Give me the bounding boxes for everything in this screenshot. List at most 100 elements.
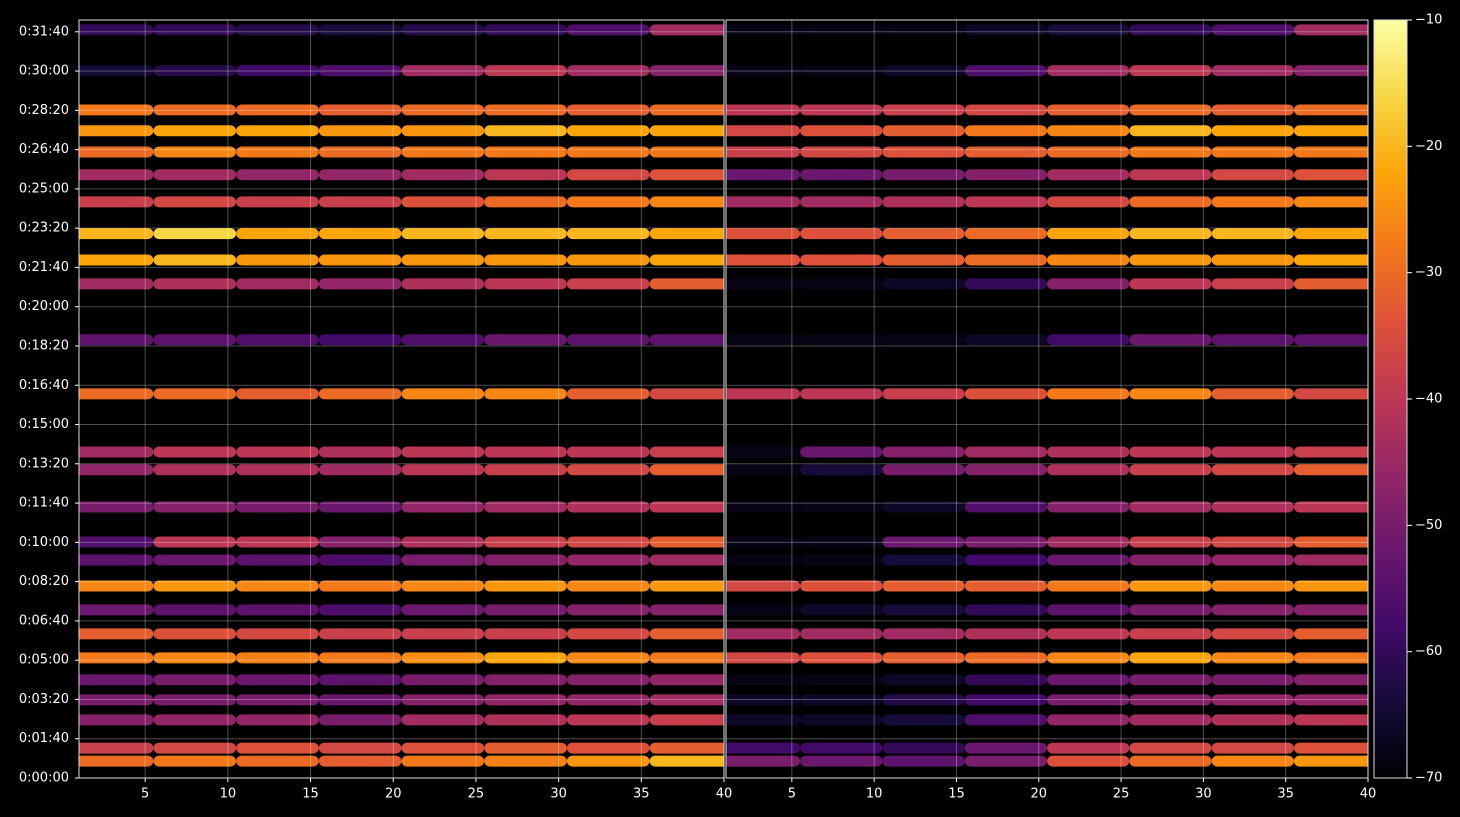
heatmap-cell — [1293, 580, 1368, 592]
heatmap-cell — [1047, 446, 1130, 458]
heatmap-cell — [318, 580, 402, 592]
heatmap-cell — [318, 536, 402, 548]
heatmap-cell — [1293, 714, 1368, 726]
heatmap-cell — [1293, 388, 1368, 400]
heatmap-cell — [401, 196, 485, 208]
heatmap-cell — [1047, 674, 1130, 686]
heatmap-cell — [1211, 604, 1294, 616]
heatmap-cell — [236, 228, 319, 240]
heatmap-cell — [401, 694, 485, 706]
heatmap-cell — [401, 604, 485, 616]
heatmap-cell — [153, 169, 237, 181]
heatmap-cell — [1293, 169, 1368, 181]
heatmap-cell — [1211, 554, 1294, 566]
heatmap-cell — [236, 652, 319, 664]
heatmap-cell — [1047, 388, 1130, 400]
heatmap-cell — [726, 674, 801, 686]
heatmap-cell — [800, 464, 883, 476]
heatmap-cell — [318, 334, 402, 346]
heatmap-cell — [1047, 228, 1130, 240]
heatmap-cell — [153, 714, 237, 726]
heatmap-cell — [1293, 334, 1368, 346]
heatmap-cell — [1047, 554, 1130, 566]
heatmap-cell — [566, 388, 650, 400]
heatmap-cell — [1047, 714, 1130, 726]
heatmap-cell — [1129, 278, 1212, 290]
colorbar-tick-label: −70 — [1415, 771, 1442, 786]
heatmap-cell — [566, 628, 650, 640]
heatmap-cell — [1293, 742, 1368, 754]
heatmap-cell — [800, 334, 883, 346]
heatmap-cell — [318, 674, 402, 686]
heatmap-cell — [566, 278, 650, 290]
heatmap-cell — [964, 604, 1047, 616]
heatmap-cell — [649, 536, 724, 548]
heatmap-cell — [1211, 501, 1294, 513]
heatmap-cell — [318, 125, 402, 137]
heatmap-cell — [1211, 714, 1294, 726]
heatmap-cell — [79, 146, 154, 158]
colorbar — [1373, 19, 1408, 779]
heatmap-cell — [236, 501, 319, 513]
heatmap-cell — [964, 580, 1047, 592]
y-tick-label: 0:28:20 — [19, 103, 69, 118]
heatmap-cell — [649, 65, 724, 77]
heatmap-cell — [800, 580, 883, 592]
heatmap-cell — [1129, 554, 1212, 566]
heatmap-cell — [1211, 674, 1294, 686]
heatmap-cell — [1129, 125, 1212, 137]
heatmap-cell — [882, 228, 965, 240]
x-tick-label: 30 — [1195, 787, 1212, 802]
heatmap-cell — [726, 65, 801, 77]
heatmap-cell — [1129, 501, 1212, 513]
heatmap-cell — [484, 446, 567, 458]
y-tick-label: 0:11:40 — [19, 496, 69, 511]
heatmap-cell — [401, 536, 485, 548]
heatmap-cell — [236, 580, 319, 592]
heatmap-cell — [566, 694, 650, 706]
heatmap-cell — [318, 146, 402, 158]
heatmap-cell — [79, 755, 154, 767]
heatmap-cell — [153, 278, 237, 290]
heatmap-cell — [153, 388, 237, 400]
heatmap-cell — [882, 334, 965, 346]
heatmap-cell — [1293, 554, 1368, 566]
heatmap-cell — [649, 674, 724, 686]
heatmap-cell — [800, 196, 883, 208]
heatmap-cell — [1293, 628, 1368, 640]
heatmap-cell — [318, 742, 402, 754]
heatmap-cell — [726, 278, 801, 290]
heatmap-cell — [1129, 24, 1212, 36]
y-tick-label: 0:16:40 — [19, 378, 69, 393]
heatmap-cell — [649, 714, 724, 726]
heatmap-cell — [800, 146, 883, 158]
heatmap-cell — [1293, 65, 1368, 77]
heatmap-cell — [800, 104, 883, 116]
x-tick-label: 40 — [716, 787, 733, 802]
heatmap-cell — [1211, 146, 1294, 158]
heatmap-cell — [649, 755, 724, 767]
heatmap-cell — [153, 125, 237, 137]
heatmap-cell — [649, 334, 724, 346]
heatmap-cell — [726, 334, 801, 346]
heatmap-cell — [484, 694, 567, 706]
heatmap-cell — [484, 146, 567, 158]
heatmap-cell — [649, 228, 724, 240]
heatmap-cell — [1293, 755, 1368, 767]
heatmap-cell — [236, 254, 319, 266]
heatmap-cell — [153, 604, 237, 616]
heatmap-cell — [79, 554, 154, 566]
heatmap-cell — [726, 228, 801, 240]
heatmap-cell — [1129, 146, 1212, 158]
x-tick-label: 35 — [1277, 787, 1294, 802]
heatmap-cell — [236, 104, 319, 116]
heatmap-cell — [800, 388, 883, 400]
colorbar-tick-label: −50 — [1415, 518, 1442, 533]
heatmap-cell — [566, 604, 650, 616]
y-tick-label: 0:01:40 — [19, 731, 69, 746]
heatmap-cell — [153, 446, 237, 458]
heatmap-cell — [1293, 604, 1368, 616]
heatmap-cell — [79, 334, 154, 346]
heatmap-cell — [1211, 278, 1294, 290]
heatmap-cell — [401, 742, 485, 754]
